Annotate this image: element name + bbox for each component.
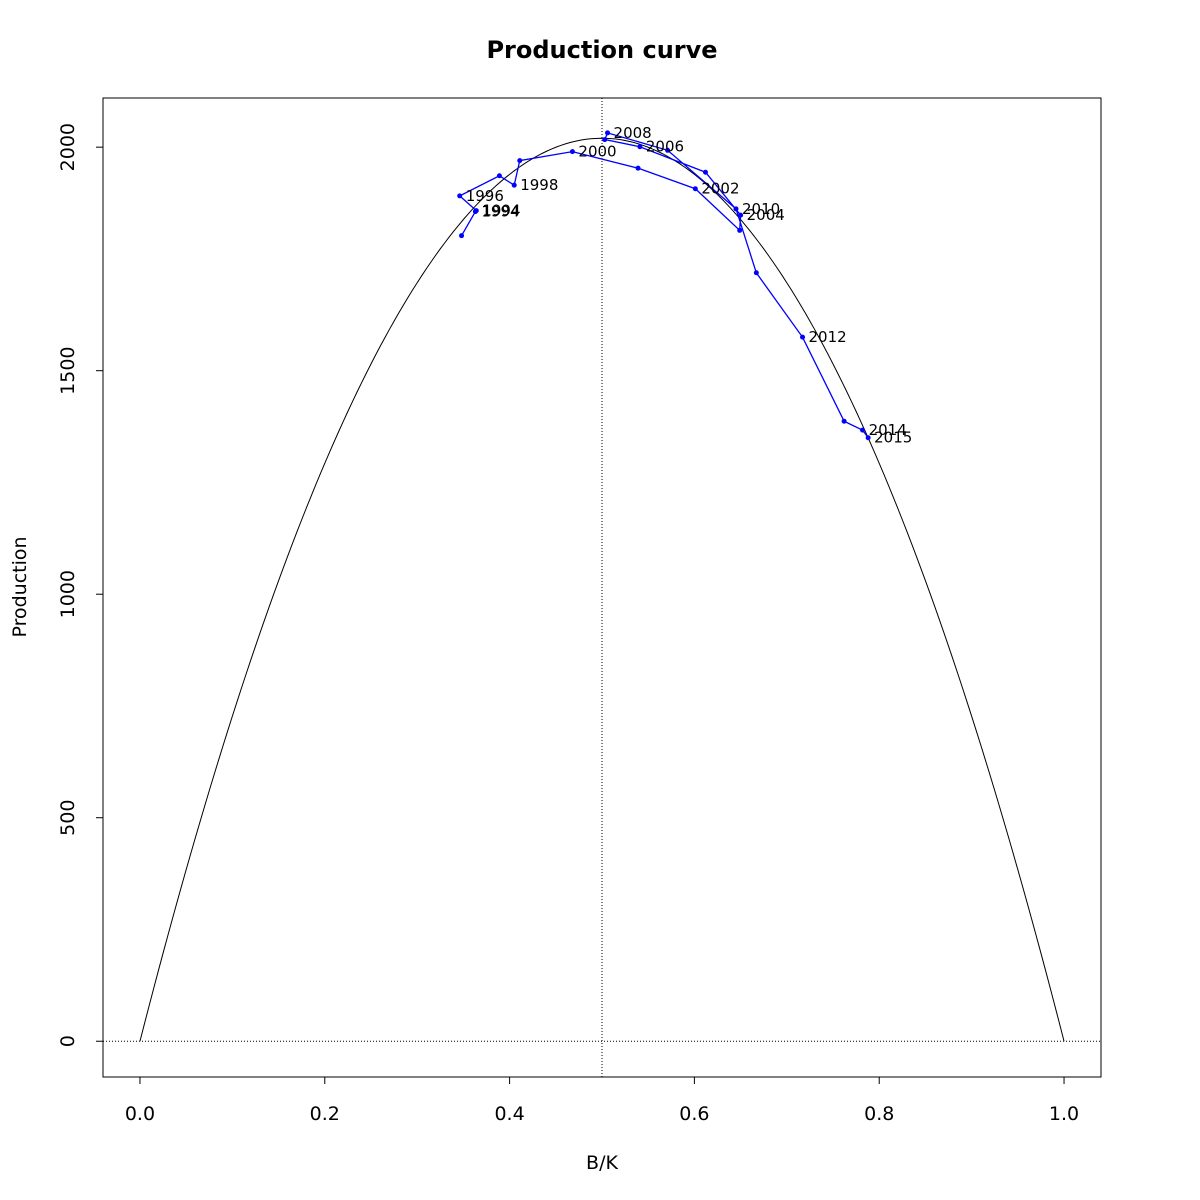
data-point-1993 <box>459 233 465 239</box>
plot-area: 1994199419961998200020022004200620082010… <box>103 98 1101 1077</box>
data-point-1998 <box>511 182 517 188</box>
data-point-2006 <box>637 144 643 150</box>
y-tick-label: 0 <box>57 1035 79 1047</box>
data-point-2013 <box>841 418 847 424</box>
point-label-2010: 2010 <box>742 200 780 218</box>
x-tick-label: 0.2 <box>310 1103 340 1125</box>
point-label-2004: 2004 <box>747 206 785 224</box>
data-point-2001 <box>635 165 641 171</box>
data-point-2011 <box>753 270 759 276</box>
y-axis: 0 500 1000 1500 2000 <box>57 123 104 1047</box>
y-axis-label: Production <box>9 536 31 637</box>
point-label-2000: 2000 <box>578 143 616 161</box>
x-tick-label: 1.0 <box>1049 1103 1079 1125</box>
point-label-2002: 2002 <box>701 180 739 198</box>
x-tick-label: 0.8 <box>864 1103 894 1125</box>
data-point-1997 <box>496 173 502 179</box>
data-point-2007 <box>602 137 608 143</box>
data-point-2015 <box>865 435 871 441</box>
data-point-2000 <box>569 149 575 155</box>
data-point-1995 <box>473 208 479 214</box>
point-label-2014: 2014 <box>869 421 907 439</box>
x-tick-label: 0.0 <box>125 1103 155 1125</box>
data-point-2003 <box>737 227 743 233</box>
point-label-2012: 2012 <box>809 328 847 346</box>
data-point-2010 <box>733 206 739 212</box>
data-point-2014 <box>860 427 866 433</box>
series-points <box>457 130 871 441</box>
x-axis: 0.0 0.2 0.4 0.6 0.8 1.0 <box>125 1076 1079 1125</box>
y-tick-label: 1000 <box>57 570 79 618</box>
chart-title: Production curve <box>486 36 717 64</box>
data-point-2009 <box>665 147 671 153</box>
data-point-1999 <box>517 158 523 164</box>
point-label-1995: 1994 <box>482 202 520 220</box>
point-label-1998: 1998 <box>520 176 558 194</box>
data-point-1996 <box>457 193 463 199</box>
x-tick-label: 0.4 <box>494 1103 524 1125</box>
data-point-2004 <box>738 212 744 218</box>
y-tick-label: 2000 <box>57 123 79 171</box>
data-point-2012 <box>800 334 806 340</box>
point-label-2006: 2006 <box>646 138 684 156</box>
x-axis-label: B/K <box>586 1152 618 1174</box>
point-labels: 1994199419961998200020022004200620082010… <box>466 124 913 447</box>
data-point-2008 <box>605 130 611 136</box>
y-tick-label: 500 <box>57 800 79 836</box>
point-label-1994: 1994 <box>481 203 519 221</box>
data-point-2005 <box>702 169 708 175</box>
point-label-2015: 2015 <box>874 429 912 447</box>
y-tick-label: 1500 <box>57 347 79 395</box>
production-curve-line <box>139 137 1065 1042</box>
x-tick-label: 0.6 <box>679 1103 709 1125</box>
point-label-2008: 2008 <box>614 124 652 142</box>
point-label-1996: 1996 <box>466 187 504 205</box>
data-point-2002 <box>692 186 698 192</box>
